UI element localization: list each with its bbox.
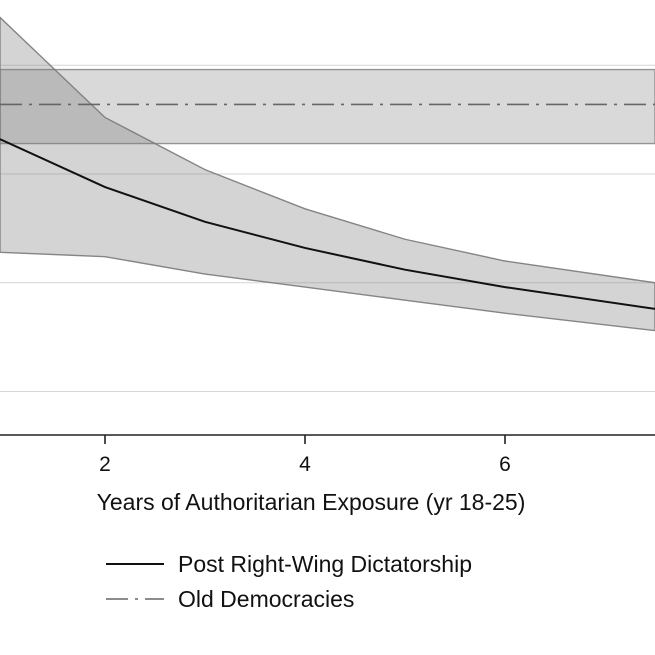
legend-label-1: Old Democracies xyxy=(178,586,354,612)
legend-label-0: Post Right-Wing Dictatorship xyxy=(178,551,472,577)
ci-band-series-0 xyxy=(0,16,655,332)
ci-band-series-1 xyxy=(0,68,655,145)
x-axis: 2 4 6 xyxy=(0,434,655,476)
gridlines xyxy=(0,64,655,392)
x-tick-label-6: 6 xyxy=(499,453,511,476)
x-axis-title: Years of Authoritarian Exposure (yr 18-2… xyxy=(97,489,526,515)
series-line-0 xyxy=(0,138,655,310)
x-tick-label-2: 2 xyxy=(99,453,111,476)
legend: Post Right-Wing Dictatorship Old Democrac… xyxy=(106,551,472,612)
x-tick-label-4: 4 xyxy=(299,453,311,476)
series-lines xyxy=(0,103,655,310)
confidence-bands xyxy=(0,16,655,332)
